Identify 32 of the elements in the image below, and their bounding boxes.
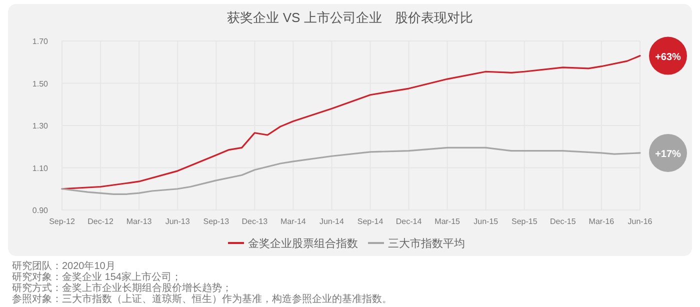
x-tick-label: Dec-12 [88,217,114,226]
y-tick-label: 1.50 [32,79,49,88]
legend-label: 三大市指数平均 [388,237,465,250]
x-tick-label: Mar-14 [280,217,306,226]
annotation: +17% [655,148,682,160]
line-series [61,54,641,190]
text: 研究团队：2020年10月 [12,260,116,272]
text: 研究方式：金奖上市企业长期组合股价增长趋势； [12,282,232,294]
x-tick-label: Dec-13 [242,217,268,226]
x-tick-label: Jun-16 [628,217,653,226]
x-tick-label: Sep-13 [203,217,230,226]
y-tick-label: 1.70 [32,37,49,46]
y-tick-label: 0.90 [32,206,49,215]
legend-label: 金奖企业股票组合指数 [248,237,358,250]
y-tick-label: 1.30 [32,122,49,130]
x-tick-label: Mar-15 [434,217,461,226]
y-tick-label: 1.10 [32,164,49,173]
line-series [61,146,641,195]
x-tick-label: Sep-14 [357,217,384,226]
x-tick-label: Jun-15 [474,217,499,226]
annotation: +63% [655,52,682,63]
x-tick-label: Sep-12 [49,217,76,226]
x-tick-label: Dec-14 [396,217,422,226]
chart-title: 获奖企业 VS 上市公司企业 股价表现对比 [227,10,473,25]
x-tick-label: Sep-15 [512,217,538,226]
text: 参照对象：三大市指数（上证、道琼斯、恒生）作为基准，构造参照企业的基准指数。 [12,293,392,305]
text: 研究对象：金奖企业 154家上市公司； [12,271,182,283]
x-tick-label: Jun-14 [320,217,345,226]
x-tick-label: Jun-13 [165,217,190,226]
x-tick-label: Dec-15 [550,217,576,226]
x-tick-label: Mar-13 [126,217,152,226]
x-tick-label: Mar-16 [588,217,615,226]
